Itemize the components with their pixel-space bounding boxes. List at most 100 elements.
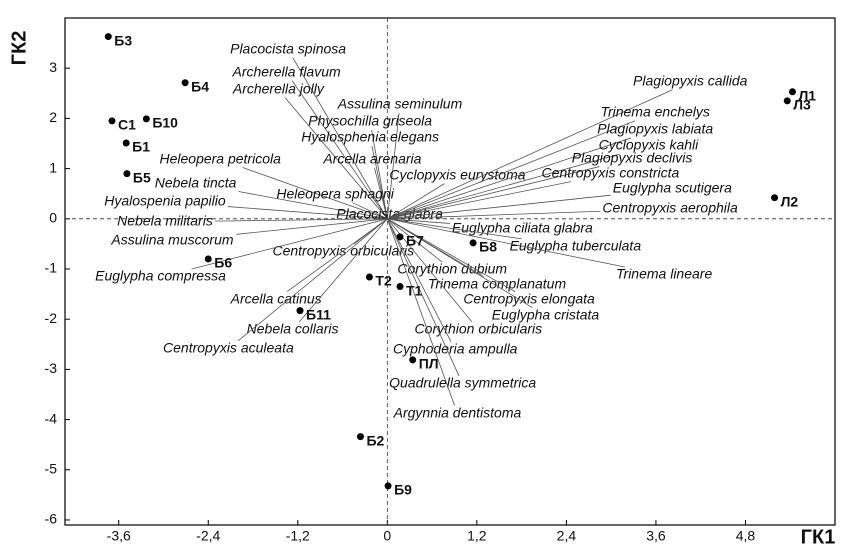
- site-point: [181, 79, 189, 87]
- site-point: [396, 233, 404, 241]
- site-label: Б2: [366, 432, 384, 448]
- vector: [387, 153, 620, 220]
- vector: [387, 218, 516, 292]
- vector-label: Euglypha cristata: [492, 306, 600, 322]
- vector: [371, 145, 388, 219]
- vector: [387, 218, 450, 224]
- vector: [387, 218, 533, 309]
- vector-label: Assulina seminulum: [337, 96, 463, 112]
- site-point: [409, 356, 417, 364]
- site-point: [123, 170, 131, 178]
- vector-label: Arcella arenaria: [322, 150, 421, 166]
- site-point: [356, 433, 364, 441]
- site-label: Б1: [132, 139, 150, 155]
- vector: [386, 218, 455, 406]
- vector: [387, 218, 522, 240]
- vector: [387, 210, 601, 220]
- y-tick-label: 1: [49, 159, 57, 175]
- vector-label: Assulina muscorum: [110, 232, 233, 248]
- vector: [292, 57, 388, 219]
- vector: [299, 218, 388, 322]
- site-label: Т1: [406, 282, 423, 298]
- vector-label: Plagiopyxis labiata: [597, 121, 713, 137]
- vector-label: Plagiopyxis callida: [633, 72, 748, 88]
- site-point: [469, 239, 477, 247]
- x-tick-label: 0: [383, 528, 391, 544]
- vector: [387, 218, 625, 268]
- vector-label: Hyalosphenia elegans: [301, 129, 439, 145]
- vector: [236, 218, 388, 235]
- site-label: Б7: [406, 233, 424, 249]
- site-label: Б5: [133, 169, 151, 185]
- site-point: [365, 273, 373, 281]
- vector-label: Cyphoderia ampulla: [393, 341, 518, 357]
- y-tick-label: -2: [45, 310, 58, 326]
- vector: [386, 112, 400, 219]
- vector-label: Trinema lineare: [616, 266, 712, 282]
- vector-label: Centropyxis aculeata: [163, 340, 294, 356]
- vector-label: Cyclopyxis eurystoma: [389, 166, 525, 182]
- vector: [242, 167, 388, 220]
- site-label: Б11: [306, 306, 331, 322]
- site-label: Б8: [479, 239, 497, 255]
- site-label: Л1: [798, 87, 816, 103]
- vector: [286, 218, 388, 292]
- vector-label: Hyalospenia papilio: [104, 192, 226, 208]
- vector: [387, 166, 600, 220]
- y-tick-label: 2: [49, 109, 57, 125]
- y-tick-label: -6: [45, 511, 58, 527]
- site-label: Б9: [394, 482, 412, 498]
- vector-label: Archerella flavum: [232, 63, 341, 79]
- x-tick-label: 2,4: [557, 528, 577, 544]
- vector: [227, 206, 388, 220]
- vector-label: Nebela collaris: [247, 320, 339, 336]
- vector: [386, 218, 460, 377]
- site-point: [296, 307, 304, 315]
- vector-label: Physochilla griseola: [308, 113, 432, 129]
- vector-label: Trinema enchelys: [600, 104, 709, 120]
- vector: [291, 80, 388, 220]
- site-point: [142, 115, 150, 123]
- vector: [387, 194, 611, 220]
- vector: [387, 183, 445, 220]
- x-tick-label: 1,2: [467, 528, 487, 544]
- vector: [352, 202, 388, 220]
- site-point: [771, 194, 779, 202]
- vector-label: Plagiopyxis declivis: [572, 149, 693, 165]
- vector-label: Centropyxis constricta: [542, 164, 680, 180]
- site-point: [788, 88, 796, 96]
- site-point: [384, 482, 392, 490]
- site-point: [396, 283, 404, 291]
- x-tick-label: -1,2: [286, 528, 310, 544]
- plot-frame: [64, 17, 836, 526]
- site-label: Б6: [214, 255, 232, 271]
- vector: [387, 181, 571, 220]
- vector: [237, 218, 388, 342]
- vector: [238, 191, 388, 220]
- vector-label: Euglypha ciliata glabra: [452, 220, 593, 236]
- vector-label: Nebela militaris: [117, 213, 213, 229]
- vector-label: Euglypha tuberculata: [510, 238, 642, 254]
- x-tick-label: -3,6: [107, 528, 131, 544]
- vector-label: Heleopera petricola: [159, 150, 281, 166]
- vector-label: Arcella catinus: [230, 290, 322, 306]
- y-axis-label: ГК2: [8, 31, 30, 66]
- vector: [374, 167, 388, 219]
- y-tick-label: -1: [45, 260, 58, 276]
- site-label: Б10: [152, 115, 178, 131]
- vector: [284, 97, 388, 220]
- vector-label: Corythion orbicularis: [415, 320, 543, 336]
- site-label: Л3: [793, 97, 811, 113]
- site-point: [108, 117, 116, 125]
- vector-label: Euglypha scutigera: [613, 179, 732, 195]
- vector: [387, 218, 443, 263]
- vector-label: Heleopera sphagni: [276, 185, 394, 201]
- y-tick-label: 0: [49, 209, 57, 225]
- vector: [214, 218, 388, 222]
- vector: [387, 120, 636, 220]
- y-tick-label: 3: [49, 59, 57, 75]
- y-tick-label: -5: [45, 460, 58, 476]
- x-axis-label: ГК1: [801, 526, 836, 548]
- vector-label: Argynnia dentistoma: [393, 404, 522, 420]
